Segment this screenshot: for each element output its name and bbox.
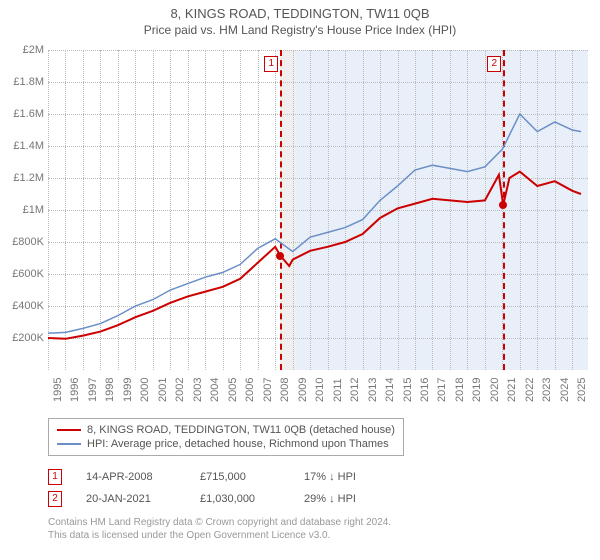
sale-hpi: 17% ↓ HPI: [304, 471, 394, 483]
price-chart: [48, 50, 588, 370]
x-tick-label: 1998: [104, 378, 116, 402]
x-tick-label: 2011: [332, 378, 344, 402]
y-tick-label: £800K: [8, 236, 44, 248]
x-tick-label: 2022: [524, 378, 536, 402]
x-tick-label: 2004: [209, 378, 221, 402]
x-tick-label: 2007: [262, 378, 274, 402]
y-tick-label: £1M: [8, 204, 44, 216]
x-tick-label: 2003: [192, 378, 204, 402]
x-tick-label: 2012: [349, 378, 361, 402]
x-tick-label: 2024: [559, 378, 571, 402]
x-tick-label: 2006: [244, 378, 256, 402]
sale-hpi: 29% ↓ HPI: [304, 493, 394, 505]
y-tick-label: £2M: [8, 44, 44, 56]
legend-label: 8, KINGS ROAD, TEDDINGTON, TW11 0QB (det…: [87, 424, 395, 436]
x-tick-label: 2018: [454, 378, 466, 402]
legend-swatch: [57, 429, 81, 431]
x-tick-label: 2025: [576, 378, 588, 402]
x-tick-label: 2023: [541, 378, 553, 402]
x-tick-label: 2008: [279, 378, 291, 402]
sale-date: 20-JAN-2021: [86, 493, 176, 505]
series-property: [48, 172, 581, 339]
series-hpi: [48, 114, 581, 333]
legend-row: HPI: Average price, detached house, Rich…: [57, 437, 395, 451]
y-tick-label: £400K: [8, 300, 44, 312]
x-tick-label: 1999: [122, 378, 134, 402]
x-tick-label: 2019: [471, 378, 483, 402]
y-tick-label: £200K: [8, 332, 44, 344]
x-tick-label: 2021: [506, 378, 518, 402]
x-tick-label: 2015: [402, 378, 414, 402]
chart-lines: [48, 50, 588, 370]
x-tick-label: 1997: [87, 378, 99, 402]
sale-row: 2 20-JAN-2021 £1,030,000 29% ↓ HPI: [48, 488, 394, 510]
x-tick-label: 2010: [314, 378, 326, 402]
sale-point: [276, 252, 284, 260]
y-tick-label: £1.2M: [8, 172, 44, 184]
legend-label: HPI: Average price, detached house, Rich…: [87, 438, 389, 450]
x-tick-label: 2001: [157, 378, 169, 402]
attribution: Contains HM Land Registry data © Crown c…: [48, 516, 391, 542]
x-tick-label: 2009: [297, 378, 309, 402]
y-tick-label: £600K: [8, 268, 44, 280]
x-tick-label: 2017: [436, 378, 448, 402]
sale-row: 1 14-APR-2008 £715,000 17% ↓ HPI: [48, 466, 394, 488]
x-tick-label: 2013: [367, 378, 379, 402]
y-tick-label: £1.8M: [8, 76, 44, 88]
sale-price: £1,030,000: [200, 493, 280, 505]
sale-marker-label: 2: [487, 56, 501, 72]
sale-row-marker: 1: [48, 469, 62, 485]
x-tick-label: 2020: [489, 378, 501, 402]
page-title: 8, KINGS ROAD, TEDDINGTON, TW11 0QB: [0, 6, 600, 21]
x-tick-label: 1995: [52, 378, 64, 402]
sales-table: 1 14-APR-2008 £715,000 17% ↓ HPI 2 20-JAN-202…: [48, 466, 394, 510]
sale-row-marker: 2: [48, 491, 62, 507]
y-tick-label: £1.4M: [8, 140, 44, 152]
attribution-line1: Contains HM Land Registry data © Crown c…: [48, 516, 391, 529]
sale-point: [499, 201, 507, 209]
x-tick-label: 2000: [139, 378, 151, 402]
sale-price: £715,000: [200, 471, 280, 483]
x-tick-label: 2005: [227, 378, 239, 402]
y-tick-label: £1.6M: [8, 108, 44, 120]
page-subtitle: Price paid vs. HM Land Registry's House …: [0, 23, 600, 37]
x-tick-label: 2014: [384, 378, 396, 402]
x-tick-label: 1996: [69, 378, 81, 402]
sale-date: 14-APR-2008: [86, 471, 176, 483]
legend-swatch: [57, 443, 81, 445]
sale-marker-label: 1: [264, 56, 278, 72]
x-tick-label: 2002: [174, 378, 186, 402]
legend-row: 8, KINGS ROAD, TEDDINGTON, TW11 0QB (det…: [57, 423, 395, 437]
legend: 8, KINGS ROAD, TEDDINGTON, TW11 0QB (det…: [48, 418, 404, 456]
header: 8, KINGS ROAD, TEDDINGTON, TW11 0QB Pric…: [0, 0, 600, 37]
x-tick-label: 2016: [419, 378, 431, 402]
attribution-line2: This data is licensed under the Open Gov…: [48, 529, 391, 542]
